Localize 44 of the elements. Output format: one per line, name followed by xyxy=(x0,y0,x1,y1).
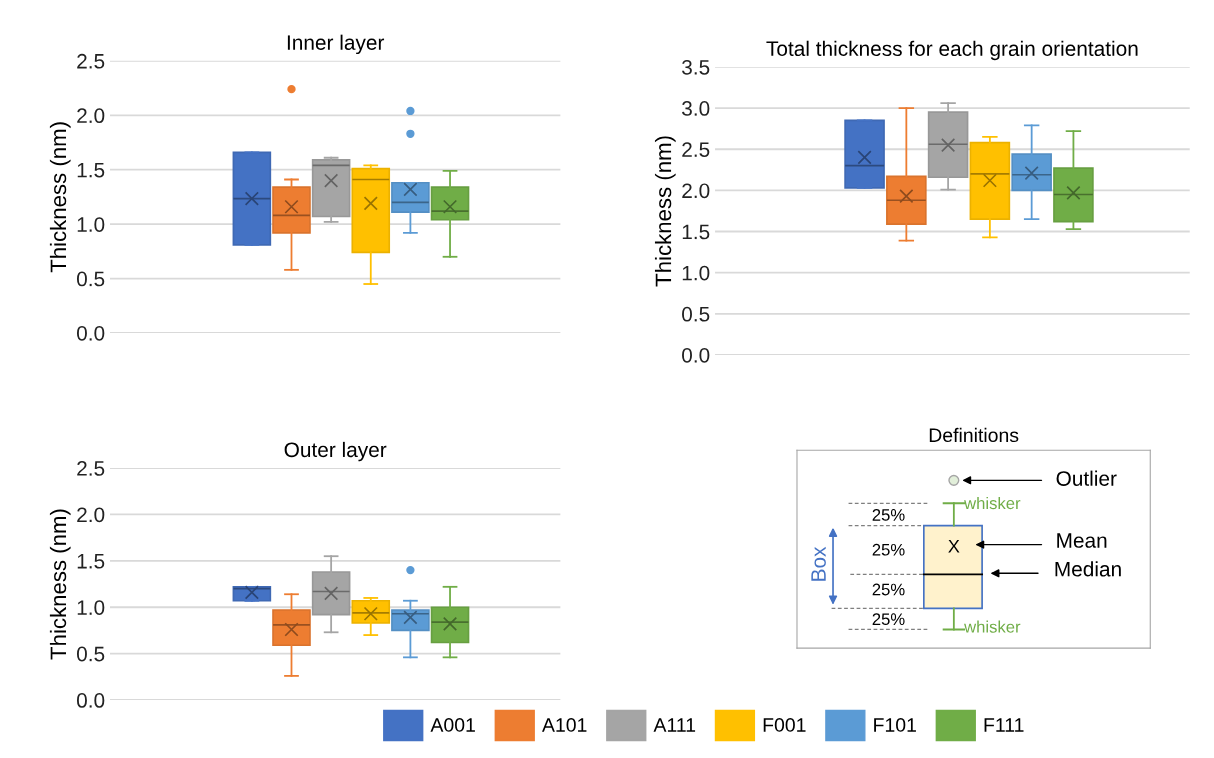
y-tick-label: 0.0 xyxy=(682,347,710,363)
legend-label: F111 xyxy=(984,718,1024,732)
y-tick-label: 2.0 xyxy=(682,183,710,199)
chart-title: Outer layer xyxy=(284,441,387,462)
y-tick-label: 1.5 xyxy=(77,162,105,178)
text: Box xyxy=(811,546,826,581)
y-tick-label: 0.5 xyxy=(76,271,105,287)
y-axis-title: Thickness (nm) xyxy=(49,122,71,273)
y-tick-label: 2.5 xyxy=(77,461,105,476)
legend-label: A101 xyxy=(542,718,587,732)
text: 25% xyxy=(872,583,905,596)
text: Definitions xyxy=(929,427,1019,443)
legend-label: A001 xyxy=(430,718,475,732)
y-tick-label: 2.0 xyxy=(77,108,105,124)
y-tick-label: 2.5 xyxy=(682,142,710,157)
y-tick-label: 0.0 xyxy=(76,693,105,708)
text: whisker xyxy=(964,496,1021,510)
chart-title: Inner layer xyxy=(287,34,385,55)
legend-label: A111 xyxy=(653,718,696,732)
legend-label: F001 xyxy=(763,718,806,732)
y-tick-label: 1.0 xyxy=(77,600,105,615)
y-tick-label: 0.5 xyxy=(76,646,105,662)
chart-title: Total thickness for each grain orientation xyxy=(766,40,1138,61)
text: whisker xyxy=(964,620,1021,633)
y-tick-label: 1.0 xyxy=(77,217,105,232)
text: 25% xyxy=(872,613,905,626)
y-tick-label: 2.0 xyxy=(77,507,105,523)
text: 25% xyxy=(872,543,905,556)
y-tick-label: 3.0 xyxy=(682,101,710,116)
y-tick-label: 1.5 xyxy=(77,554,105,569)
text: Outlier xyxy=(1056,470,1117,486)
y-tick-label: 1.5 xyxy=(682,224,710,240)
y-tick-label: 2.5 xyxy=(77,53,105,69)
y-tick-label: 0.0 xyxy=(76,325,105,341)
text: Median xyxy=(1055,561,1121,577)
y-axis-title: Thickness (nm) xyxy=(654,136,676,287)
text: 25% xyxy=(872,509,905,521)
legend-label: F101 xyxy=(874,718,916,732)
y-tick-label: 3.5 xyxy=(682,59,710,75)
y-tick-label: 1.0 xyxy=(682,265,710,281)
text: Mean xyxy=(1057,533,1107,548)
y-axis-title: Thickness (nm) xyxy=(49,509,71,660)
y-tick-label: 0.5 xyxy=(682,306,710,322)
text: X xyxy=(948,540,960,553)
